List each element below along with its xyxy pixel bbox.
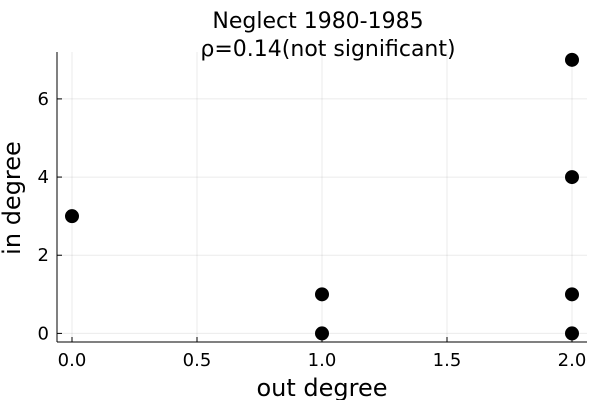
x-tick-label: 2.0 xyxy=(558,350,587,371)
chart-subtitle: ρ=0.14(not significant) xyxy=(200,37,455,62)
data-point xyxy=(315,326,329,341)
x-tick-label: 1.5 xyxy=(433,350,462,371)
y-ticks: 0 2 4 6 xyxy=(38,89,62,344)
y-tick-label: 6 xyxy=(38,89,49,110)
data-point xyxy=(565,170,579,185)
chart-title: Neglect 1980-1985 xyxy=(212,9,423,34)
x-tick-label: 1.0 xyxy=(308,350,337,371)
y-tick-label: 4 xyxy=(38,167,49,188)
y-axis-label: in degree xyxy=(0,141,26,255)
data-point xyxy=(565,287,579,302)
data-point xyxy=(565,52,579,67)
y-tick-label: 2 xyxy=(38,245,49,266)
y-tick-label: 0 xyxy=(38,323,49,344)
data-point xyxy=(65,209,79,224)
x-tick-label: 0.5 xyxy=(183,350,212,371)
x-axis-label: out degree xyxy=(256,374,387,400)
x-ticks: 0.0 0.5 1.0 1.5 2.0 xyxy=(58,337,587,371)
data-point xyxy=(315,287,329,302)
data-points xyxy=(65,52,579,341)
x-tick-label: 0.0 xyxy=(58,350,87,371)
data-point xyxy=(565,326,579,341)
